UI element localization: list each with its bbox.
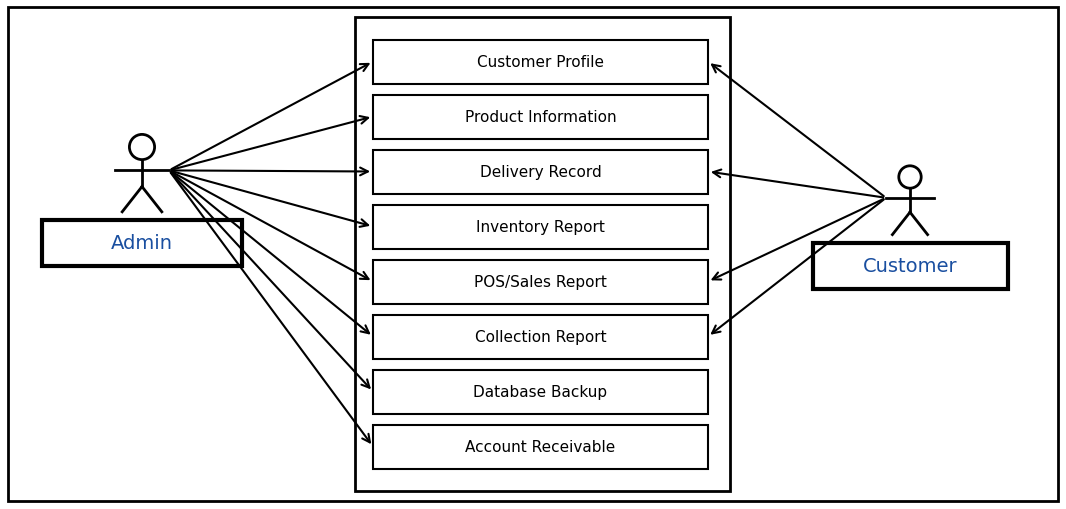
Bar (42, 220, 242, 266)
Text: Database Backup: Database Backup (473, 384, 608, 399)
Text: Delivery Record: Delivery Record (480, 165, 601, 180)
Bar (373, 315, 708, 359)
Text: Admin: Admin (111, 234, 173, 253)
Text: Collection Report: Collection Report (474, 329, 607, 344)
Bar (373, 260, 708, 304)
Bar (373, 205, 708, 249)
Text: Customer: Customer (862, 257, 957, 275)
Bar (373, 40, 708, 84)
Bar (373, 150, 708, 194)
Text: Account Receivable: Account Receivable (466, 439, 616, 454)
Bar (812, 243, 1007, 289)
Bar (373, 95, 708, 139)
Text: Inventory Report: Inventory Report (477, 219, 604, 235)
Bar (373, 425, 708, 469)
Text: POS/Sales Report: POS/Sales Report (474, 274, 607, 290)
Bar (355, 18, 730, 491)
Bar (373, 370, 708, 414)
Text: Product Information: Product Information (465, 110, 616, 125)
Text: Customer Profile: Customer Profile (477, 55, 604, 70)
